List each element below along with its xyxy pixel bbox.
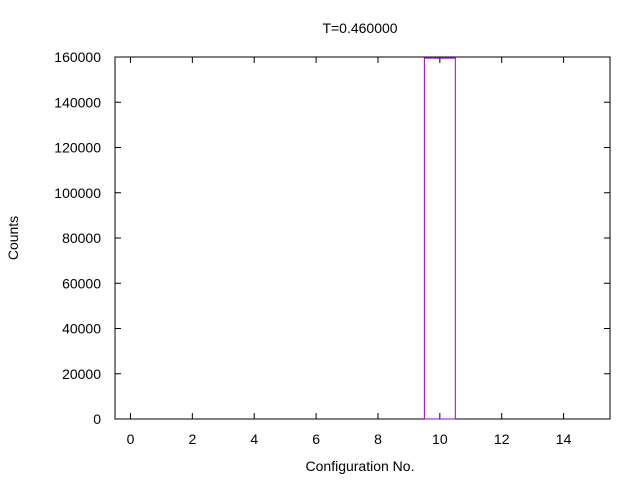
x-tick-label: 4	[250, 431, 258, 447]
y-axis-label: Counts	[5, 216, 21, 260]
x-tick-label: 0	[127, 431, 135, 447]
y-tick-label: 0	[93, 411, 101, 427]
x-tick-label: 14	[556, 431, 572, 447]
y-tick-label: 40000	[62, 321, 101, 337]
chart-title: T=0.460000	[322, 20, 397, 36]
x-axis-label: Configuration No.	[306, 458, 415, 474]
y-tick-label: 140000	[54, 94, 101, 110]
x-axis: 0 2 4 6 8 10 12 14	[127, 57, 572, 447]
y-tick-label: 60000	[62, 275, 101, 291]
x-tick-label: 10	[432, 431, 448, 447]
y-tick-label: 20000	[62, 366, 101, 382]
x-tick-label: 2	[188, 431, 196, 447]
y-axis: 0 20000 40000 60000 80000 100000 120000 140000 1…	[54, 49, 610, 427]
plot-frame	[114, 56, 611, 420]
y-tick-label: 120000	[54, 140, 101, 156]
x-tick-label: 6	[312, 431, 320, 447]
y-tick-label: 160000	[54, 49, 101, 65]
y-tick-label: 80000	[62, 230, 101, 246]
bar	[423, 57, 456, 420]
y-tick-label: 100000	[54, 185, 101, 201]
x-tick-label: 8	[374, 431, 382, 447]
x-tick-label: 12	[494, 431, 510, 447]
bar-series	[423, 57, 456, 420]
